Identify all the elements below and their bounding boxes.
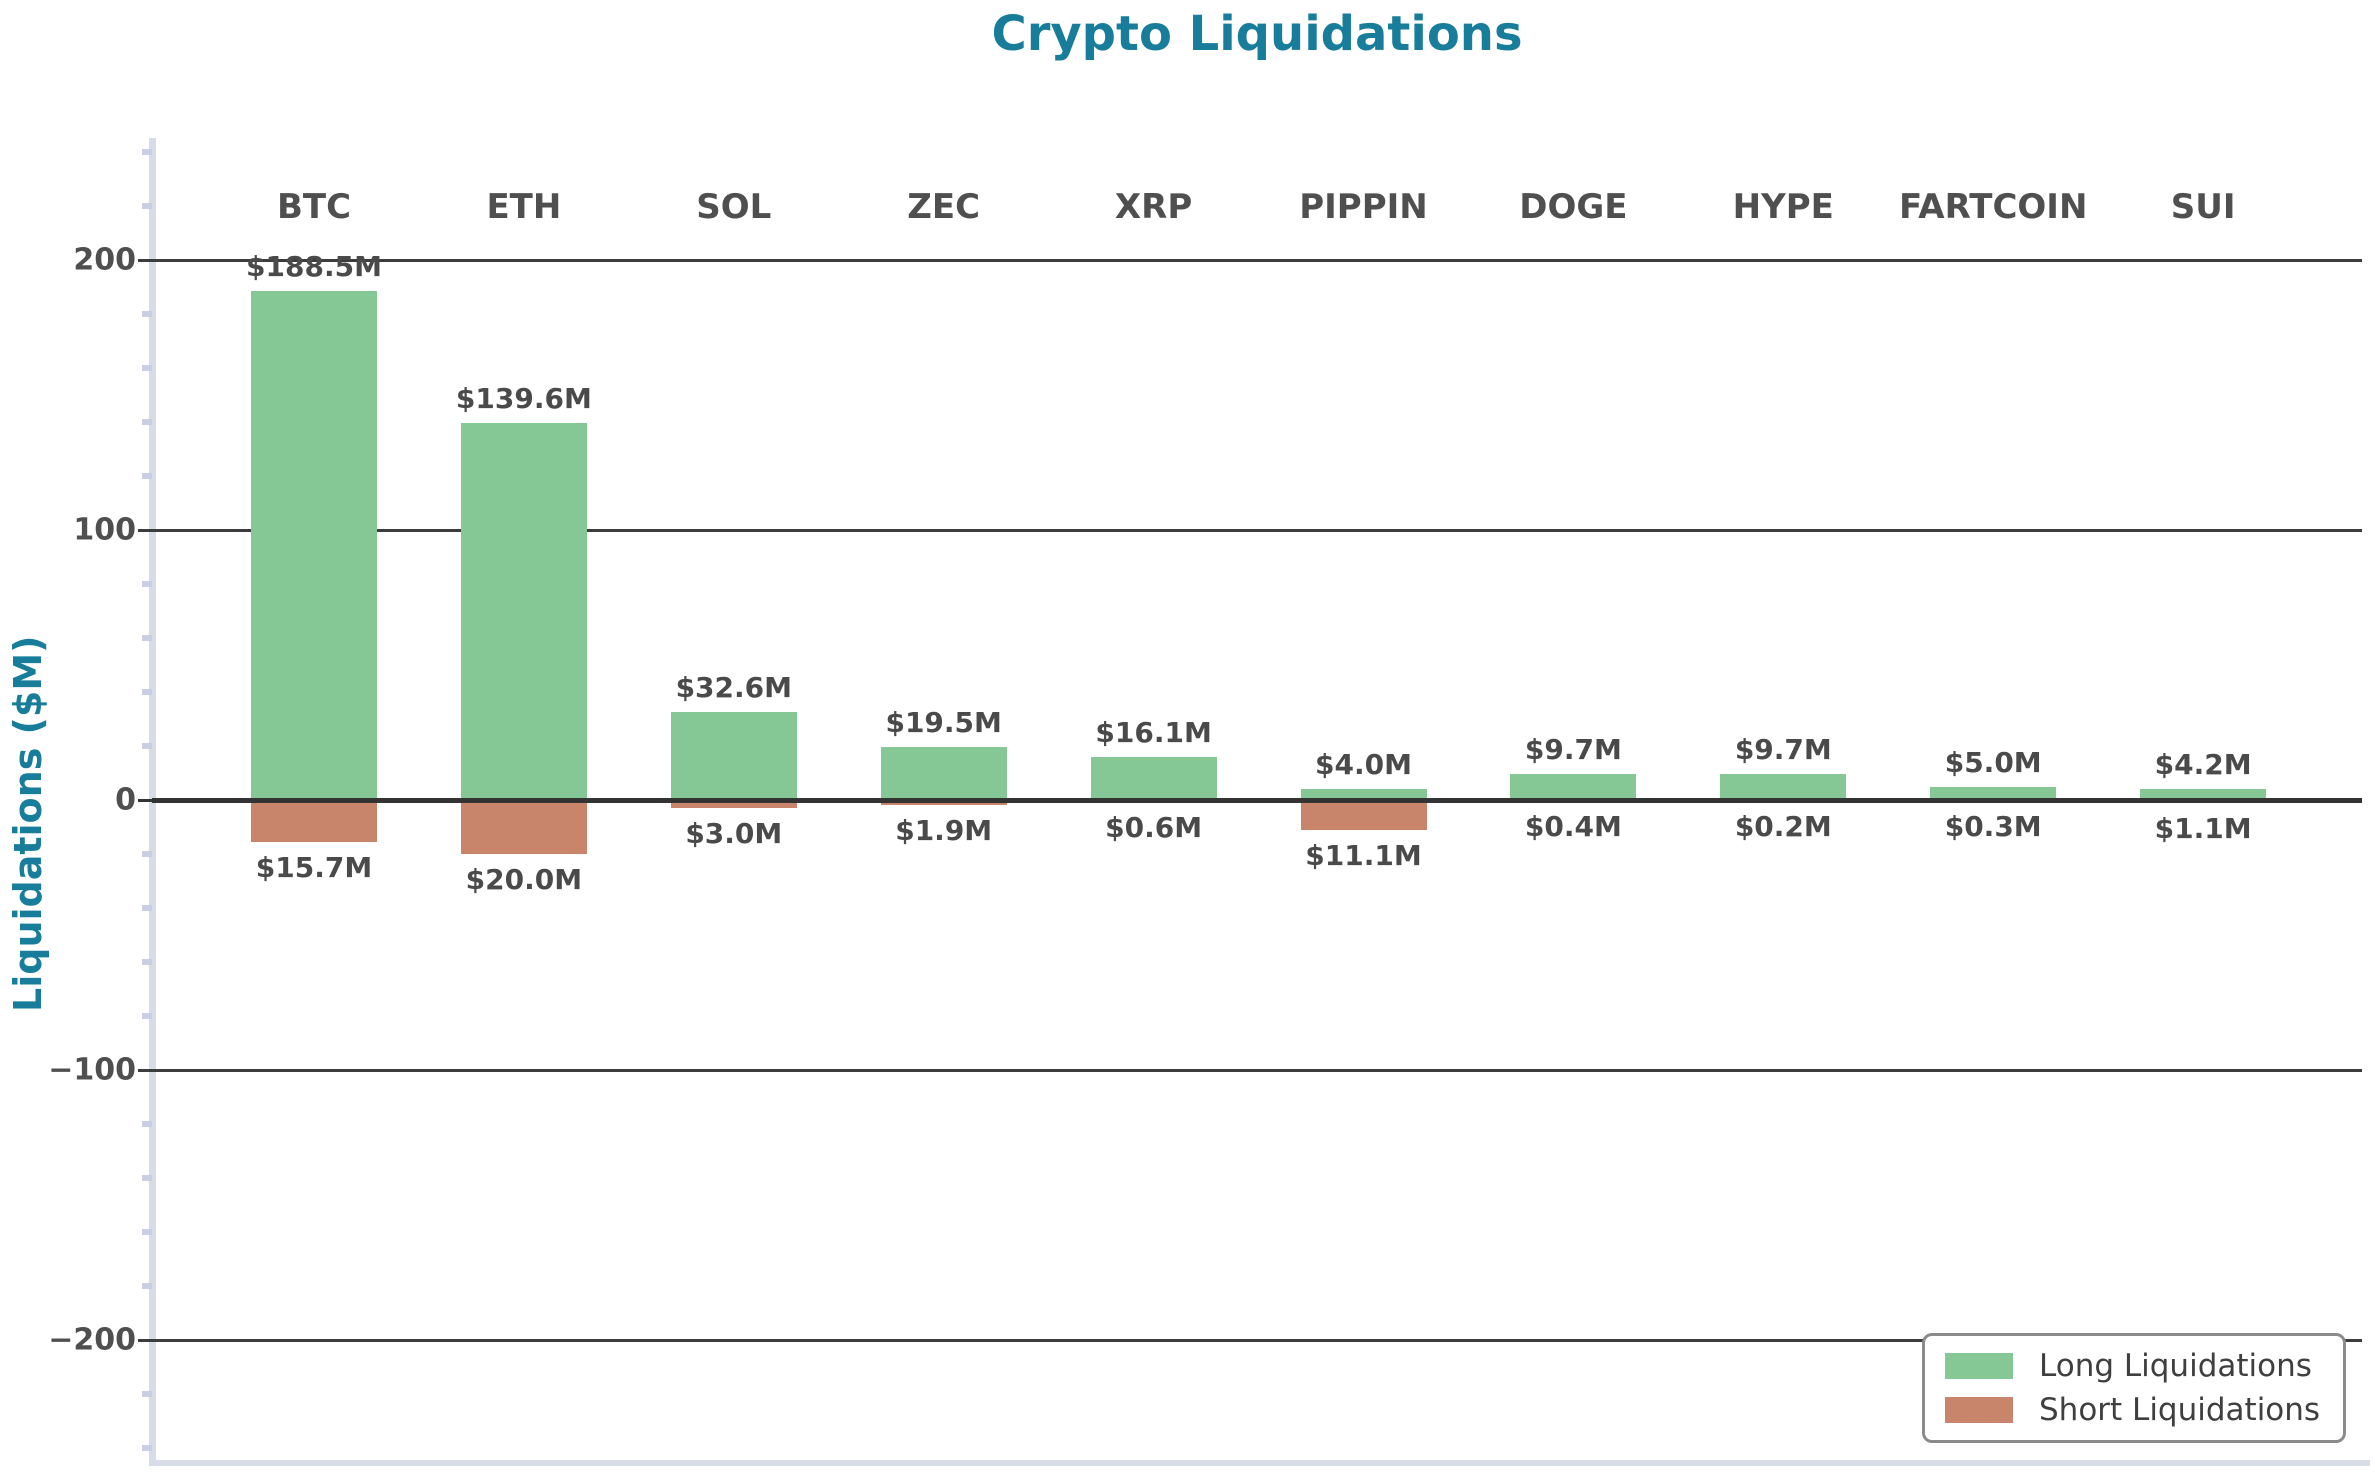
long-bar-sol — [670, 711, 797, 800]
long-value-label: $19.5M — [885, 706, 1002, 740]
long-bar-sui — [2140, 788, 2267, 800]
short-bar-pippin — [1300, 800, 1427, 830]
long-liquidations-swatch-icon — [1945, 1353, 2013, 1379]
long-value-label: $4.0M — [1315, 748, 1412, 782]
minor-tick — [142, 905, 152, 911]
y-tick-label: −100 — [48, 1052, 136, 1088]
long-bar-pippin — [1300, 789, 1427, 800]
x-axis-spine — [149, 1460, 2370, 1466]
y-tick-label: −200 — [48, 1322, 136, 1358]
short-value-label: $0.3M — [1944, 809, 2042, 843]
legend-item-long: Long Liquidations — [1945, 1348, 2323, 1384]
short-bar-sol — [670, 800, 797, 809]
short-value-label: $3.0M — [685, 817, 783, 851]
short-bar-eth — [460, 800, 587, 854]
zero-gridline — [152, 797, 2362, 803]
gridline — [152, 1068, 2362, 1072]
y-tick-label: 100 — [73, 512, 136, 548]
short-bar-btc — [251, 800, 377, 843]
chart-title: Crypto Liquidations — [991, 6, 1523, 62]
long-value-label: $5.0M — [1944, 745, 2042, 779]
short-value-label: $1.9M — [895, 814, 993, 848]
long-bar-fartcoin — [1930, 786, 2057, 800]
short-liquidations-swatch-icon — [1945, 1397, 2013, 1423]
category-label-fartcoin: FARTCOIN — [1898, 187, 2088, 227]
short-value-label: $11.1M — [1305, 838, 1422, 872]
category-label-doge: DOGE — [1519, 187, 1628, 227]
major-tick — [138, 528, 152, 532]
short-value-label: $0.2M — [1734, 809, 1832, 843]
category-label-zec: ZEC — [907, 187, 981, 227]
minor-tick — [142, 581, 152, 587]
short-value-label: $15.7M — [255, 851, 373, 885]
minor-tick — [142, 1391, 152, 1397]
category-label-btc: BTC — [276, 187, 352, 227]
major-tick — [138, 1068, 152, 1072]
gridline — [152, 258, 2362, 262]
long-bar-hype — [1720, 773, 1847, 800]
short-bar-zec — [880, 800, 1007, 806]
y-tick-label: 0 — [115, 782, 136, 818]
short-value-label: $0.4M — [1524, 810, 1622, 844]
minor-tick — [142, 419, 152, 425]
gridline — [152, 1338, 2362, 1342]
long-value-label: $16.1M — [1095, 715, 1212, 749]
long-value-label: $9.7M — [1524, 732, 1622, 766]
minor-tick — [142, 1445, 152, 1451]
long-bar-xrp — [1090, 756, 1217, 800]
minor-tick — [142, 149, 152, 155]
minor-tick — [142, 473, 152, 479]
minor-tick — [142, 689, 152, 695]
long-value-label: $4.2M — [2154, 747, 2252, 781]
category-label-eth: ETH — [486, 187, 562, 227]
category-label-sui: SUI — [2170, 187, 2236, 227]
minor-tick — [142, 635, 152, 641]
minor-tick — [142, 311, 152, 317]
long-value-label: $188.5M — [246, 250, 382, 284]
category-label-xrp: XRP — [1114, 187, 1193, 227]
long-value-label: $139.6M — [455, 382, 592, 416]
minor-tick — [142, 1283, 152, 1289]
short-value-label: $20.0M — [465, 863, 583, 896]
category-label-pippin: PIPPIN — [1299, 187, 1428, 227]
y-tick-label: 200 — [73, 242, 136, 278]
legend-item-short: Short Liquidations — [1945, 1392, 2323, 1428]
long-value-label: $32.6M — [675, 670, 793, 704]
minor-tick — [142, 851, 152, 857]
legend-label-long: Long Liquidations — [2039, 1348, 2312, 1384]
minor-tick — [142, 1013, 152, 1019]
long-bar-doge — [1510, 773, 1637, 800]
minor-tick — [142, 365, 152, 371]
minor-tick — [142, 1175, 152, 1181]
category-label-hype: HYPE — [1732, 187, 1834, 227]
minor-tick — [142, 743, 152, 749]
long-bar-btc — [251, 291, 377, 800]
minor-tick — [142, 1121, 152, 1127]
long-bar-zec — [880, 747, 1007, 800]
short-value-label: $0.6M — [1105, 810, 1203, 844]
legend-label-short: Short Liquidations — [2039, 1392, 2321, 1428]
major-tick — [138, 258, 152, 262]
category-label-sol: SOL — [696, 187, 772, 227]
short-value-label: $1.1M — [2154, 811, 2252, 845]
legend: Long Liquidations Short Liquidations — [1922, 1333, 2346, 1443]
minor-tick — [142, 959, 152, 965]
long-bar-eth — [460, 423, 587, 800]
major-tick — [138, 798, 152, 802]
major-tick — [138, 1338, 152, 1342]
minor-tick — [142, 1229, 152, 1235]
long-value-label: $9.7M — [1734, 732, 1832, 766]
minor-tick — [142, 203, 152, 209]
y-axis-label: Liquidations ($M) — [6, 635, 50, 1012]
gridline — [152, 528, 2362, 532]
